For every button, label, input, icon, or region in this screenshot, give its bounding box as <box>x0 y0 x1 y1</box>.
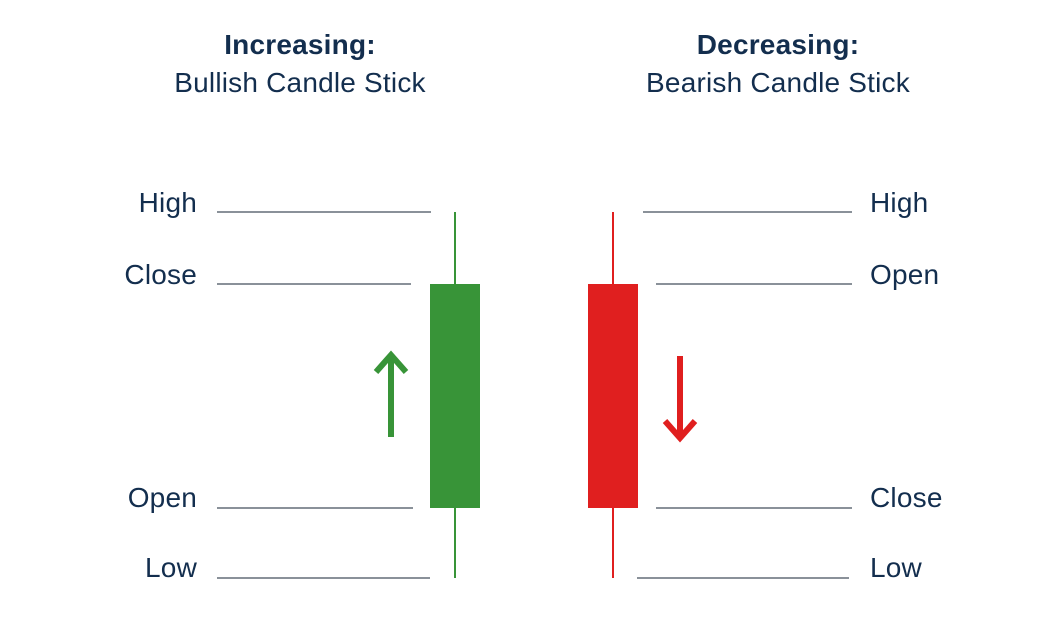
bearish-title-line1: Decreasing: <box>696 29 860 60</box>
bearish-low-line <box>637 577 849 579</box>
bullish-open-line <box>217 507 413 509</box>
bullish-open-label: Open <box>127 482 197 513</box>
bullish-close-line <box>217 283 411 285</box>
bearish-title-line2: Bearish Candle Stick <box>646 67 910 98</box>
bullish-high-line <box>217 211 431 213</box>
bullish-title: Increasing: Bullish Candle Stick <box>100 26 500 102</box>
bullish-low-line <box>217 577 430 579</box>
bullish-title-line2: Bullish Candle Stick <box>174 67 426 98</box>
bearish-high-line <box>643 211 852 213</box>
bearish-candle-body <box>588 284 638 508</box>
bearish-open-label: Open <box>870 259 940 290</box>
bearish-close-line <box>656 507 852 509</box>
bearish-high-label: High <box>870 187 929 218</box>
bullish-low-label: Low <box>145 552 197 583</box>
bearish-low-label: Low <box>870 552 922 583</box>
up-arrow-icon <box>373 350 409 437</box>
bearish-title: Decreasing: Bearish Candle Stick <box>578 26 978 102</box>
bullish-high-label: High <box>138 187 197 218</box>
bearish-close-label: Close <box>870 482 943 513</box>
bullish-title-line1: Increasing: <box>224 29 376 60</box>
bullish-close-label: Close <box>124 259 197 290</box>
bearish-open-line <box>656 283 852 285</box>
bullish-candle-body <box>430 284 480 508</box>
down-arrow-icon <box>662 356 698 443</box>
